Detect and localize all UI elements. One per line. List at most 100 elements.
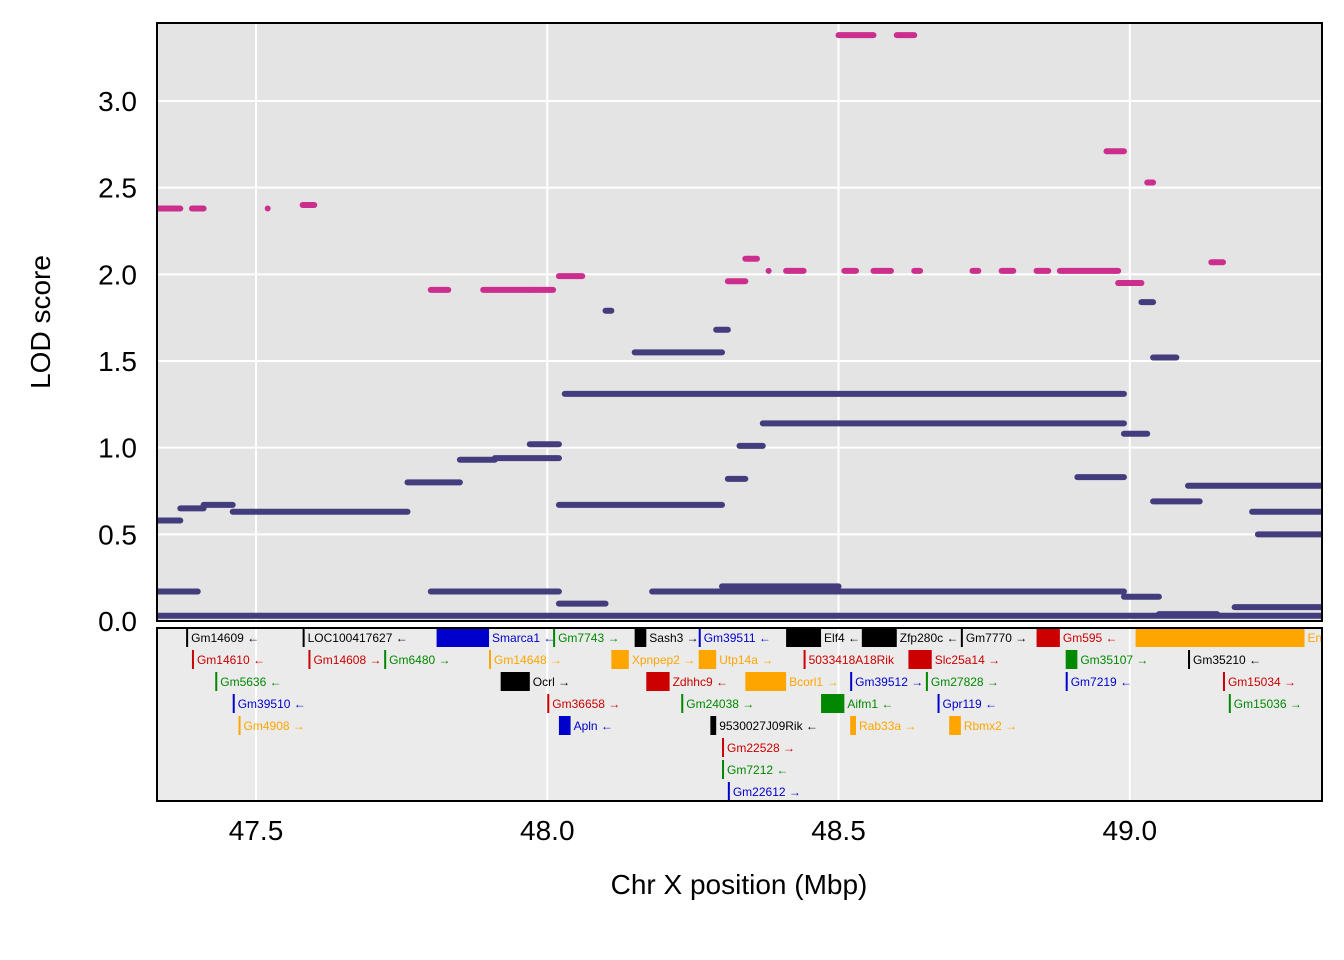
gene-label: Gm7212 ← — [727, 763, 788, 777]
gene-box — [850, 672, 853, 691]
gene-box — [646, 672, 670, 691]
gene-label: Elf4 ← — [824, 631, 860, 645]
gene-box — [634, 628, 647, 647]
gene-feature: Gm15034 → — [1222, 672, 1296, 691]
gene-label: Apln ← — [574, 719, 613, 733]
gene-box — [925, 672, 928, 691]
gene-box — [611, 650, 629, 669]
gene-label: Gm22612 → — [733, 785, 801, 799]
gene-feature: Gm35107 → — [1065, 650, 1148, 669]
gene-label: Zfp280c ← — [900, 631, 959, 645]
gene-box — [238, 716, 241, 735]
plot-panel — [157, 23, 1322, 621]
y-tick-label: 3.0 — [98, 86, 137, 117]
gene-box — [745, 672, 787, 691]
gene-box — [558, 716, 571, 735]
y-tick-label: 1.5 — [98, 346, 137, 377]
gene-feature: Ocrl → — [500, 672, 570, 691]
gene-box — [232, 694, 235, 713]
gene-box — [547, 694, 550, 713]
y-tick-label: 2.0 — [98, 259, 137, 290]
gene-feature: Gm7212 ← — [722, 760, 788, 779]
gene-label: Gm22528 → — [727, 741, 795, 755]
gene-label: Gm14609 ← — [191, 631, 259, 645]
gene-panel — [157, 628, 1322, 801]
gene-label: Bcorl1 → — [789, 675, 838, 689]
gene-box — [803, 650, 806, 669]
gene-feature: Bcorl1 → — [745, 672, 838, 691]
gene-label: 9530027J09Rik ← — [719, 719, 818, 733]
gene-label: Gm14610 ← — [197, 653, 265, 667]
grid-lines — [157, 23, 1322, 622]
gene-feature: Gm6480 → — [384, 650, 451, 669]
gene-box — [722, 760, 725, 779]
gene-feature: Gm35210 ← — [1188, 650, 1261, 669]
y-tick-label: 0.0 — [98, 606, 137, 637]
gene-feature: Gm22528 → — [722, 738, 795, 757]
gene-box — [850, 716, 856, 735]
lod-point — [264, 205, 271, 212]
lod-points — [157, 32, 1322, 619]
gene-label: Smarca1 ← — [492, 631, 555, 645]
gene-label: LOC100417627 ← — [308, 631, 408, 645]
gene-track: Gm14609 ← LOC100417627 ← Smarca1 ← Gm7743 →… — [186, 628, 1342, 801]
gene-label: Gm24038 → — [686, 697, 754, 711]
gene-box — [1222, 672, 1225, 691]
gene-feature: Gm14609 ← — [186, 628, 259, 647]
gene-feature: Utp14a → — [698, 650, 773, 669]
x-tick-label: 49.0 — [1103, 815, 1158, 846]
gene-box — [722, 738, 725, 757]
gene-label: Ocrl → — [533, 675, 570, 689]
gene-feature: 9530027J09Rik ← — [710, 716, 818, 735]
gene-label: Utp14a → — [719, 653, 773, 667]
gene-feature: Gm7743 → — [553, 628, 619, 647]
gene-feature: 5033418A18Rik — [803, 650, 895, 669]
gene-label: Gm35107 → — [1080, 653, 1148, 667]
gene-feature: Zfp280c ← — [861, 628, 959, 647]
gene-feature: Gm14608 → — [308, 650, 381, 669]
gene-feature: Gm39512 → — [850, 672, 923, 691]
gene-feature: Gm15036 → — [1228, 694, 1302, 713]
gene-box — [553, 628, 556, 647]
gene-feature: Gm39511 ← — [698, 628, 771, 647]
gene-feature: Rab33a → — [850, 716, 916, 735]
gene-box — [384, 650, 387, 669]
gene-feature: Gpr119 ← — [937, 694, 997, 713]
gene-label: Gm7743 → — [558, 631, 619, 645]
gene-feature: Gm27828 → — [925, 672, 999, 691]
plot-frame — [156, 22, 1323, 622]
gene-feature: Gm14610 ← — [191, 650, 265, 669]
gene-feature: Sash3 → — [634, 628, 699, 647]
gene-box — [821, 694, 845, 713]
lod-point — [765, 267, 772, 274]
y-axis-ticks: 0.0 0.5 1.0 1.5 2.0 2.5 3.0 — [98, 86, 137, 637]
gene-box — [908, 650, 932, 669]
gene-label: Gm15036 → — [1234, 697, 1302, 711]
x-tick-label: 47.5 — [229, 815, 284, 846]
gene-box — [861, 628, 897, 647]
gene-label: Zdhhc9 ← — [673, 675, 728, 689]
gene-box — [436, 628, 490, 647]
gene-feature: Xpnpep2 → — [611, 650, 695, 669]
gene-label: Gm4908 → — [244, 719, 305, 733]
gene-label: Enox2 — [1308, 631, 1342, 645]
gene-label: Slc25a14 → — [935, 653, 1000, 667]
gene-box — [1188, 650, 1191, 669]
gene-feature: Gm595 ← — [1036, 628, 1118, 647]
gene-feature: Smarca1 ← — [436, 628, 555, 647]
gene-label: Aifm1 ← — [847, 697, 893, 711]
gene-label: Gm39511 ← — [704, 631, 771, 645]
gene-feature: Gm7219 ← — [1065, 672, 1132, 691]
gene-box — [960, 628, 963, 647]
gene-feature: Elf4 ← — [786, 628, 860, 647]
gene-box — [1065, 650, 1078, 669]
gene-label: Gm7770 → — [966, 631, 1027, 645]
gene-label: Gm5636 ← — [220, 675, 281, 689]
gene-feature: Gm39510 ← — [232, 694, 306, 713]
gene-feature: Rbmx2 → — [949, 716, 1017, 735]
gene-label: Gm39510 ← — [238, 697, 306, 711]
gene-feature: Zdhhc9 ← — [646, 672, 728, 691]
gene-box — [698, 628, 701, 647]
gene-box — [215, 672, 218, 691]
gene-feature: Gm14648 → — [489, 650, 562, 669]
